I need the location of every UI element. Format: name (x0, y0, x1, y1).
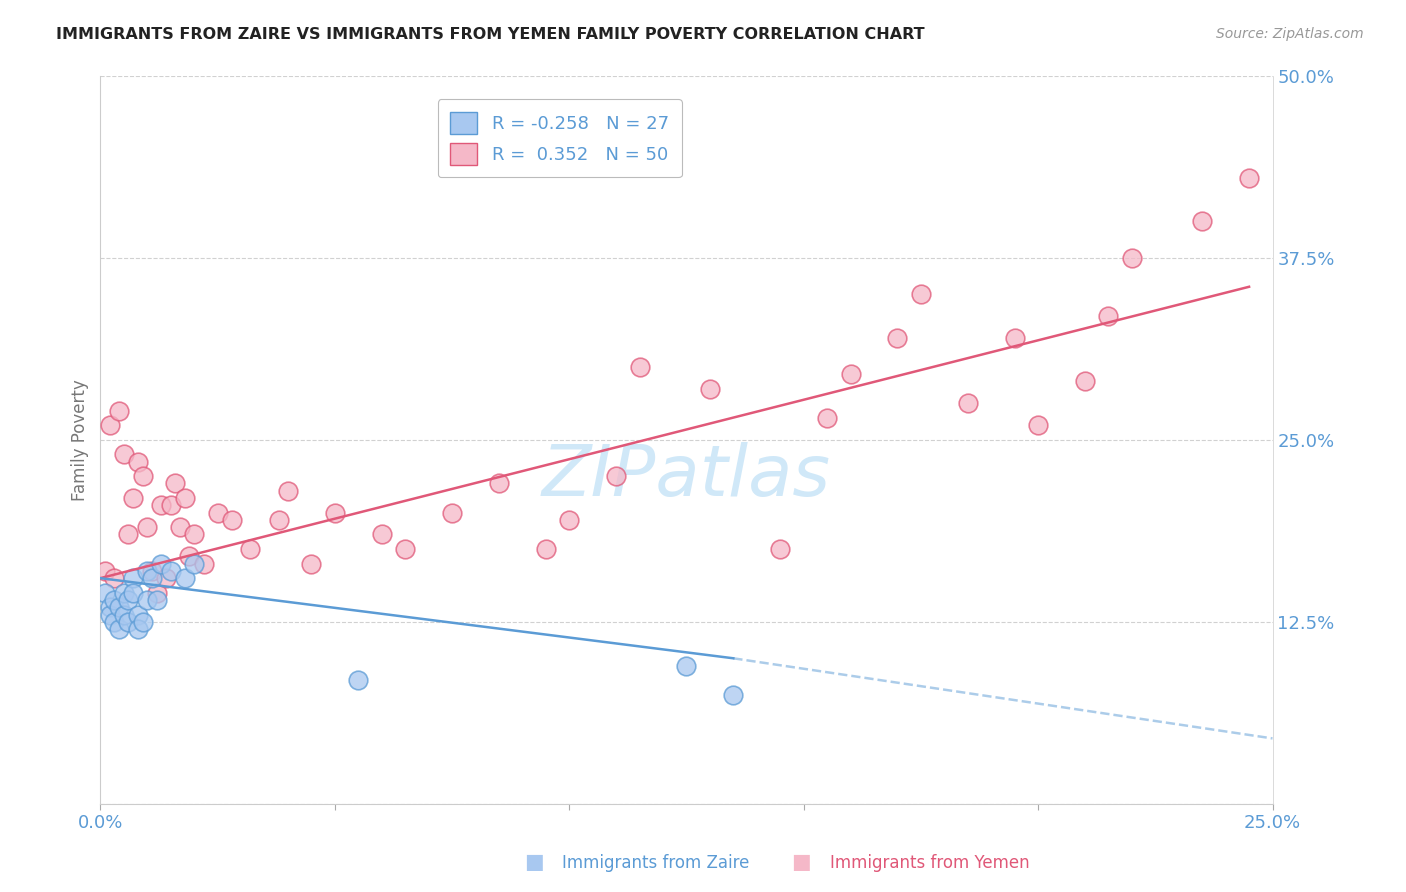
Point (127, 622, 149, 636)
Point (165, 476, 187, 491)
Point (145, 593, 167, 607)
Point (323, 506, 346, 520)
Point (299, 557, 322, 571)
Point (267, 513, 290, 527)
Point (370, 527, 392, 541)
Point (122, 491, 145, 505)
Point (1121, 251, 1143, 265)
Point (117, 527, 139, 541)
Point (136, 520, 159, 534)
Text: Source: ZipAtlas.com: Source: ZipAtlas.com (1216, 27, 1364, 41)
Point (440, 506, 463, 520)
Point (183, 557, 205, 571)
Point (94, 585, 117, 599)
Text: ■: ■ (792, 853, 811, 872)
Point (159, 498, 181, 512)
Point (117, 615, 139, 629)
Point (839, 367, 862, 381)
Point (183, 527, 205, 541)
Point (605, 469, 627, 483)
Point (956, 396, 979, 410)
Point (347, 673, 370, 687)
Point (103, 615, 125, 629)
Point (173, 571, 195, 585)
Legend: R = -0.258   N = 27, R =  0.352   N = 50: R = -0.258 N = 27, R = 0.352 N = 50 (437, 99, 682, 178)
Point (112, 447, 135, 461)
Point (1191, 214, 1213, 228)
Point (131, 469, 153, 483)
Point (159, 564, 181, 578)
Point (207, 506, 229, 520)
Point (117, 593, 139, 607)
Point (1097, 309, 1119, 323)
Point (179, 549, 201, 564)
Point (94, 564, 117, 578)
Point (699, 382, 721, 396)
Point (1237, 170, 1260, 185)
Point (108, 403, 131, 417)
Point (141, 564, 163, 578)
Point (815, 410, 838, 425)
Point (108, 622, 131, 636)
Point (1074, 375, 1097, 389)
Point (910, 287, 932, 301)
Point (155, 571, 177, 585)
Point (98, 607, 121, 622)
Point (628, 359, 651, 374)
Point (173, 491, 195, 505)
Point (145, 585, 167, 599)
Text: Immigrants from Yemen: Immigrants from Yemen (830, 855, 1029, 872)
Text: ZIPatlas: ZIPatlas (541, 442, 831, 511)
Text: ■: ■ (524, 853, 544, 872)
Point (136, 564, 159, 578)
Text: IMMIGRANTS FROM ZAIRE VS IMMIGRANTS FROM YEMEN FAMILY POVERTY CORRELATION CHART: IMMIGRANTS FROM ZAIRE VS IMMIGRANTS FROM… (56, 27, 925, 42)
Point (394, 541, 416, 556)
Point (98, 600, 121, 615)
Point (136, 593, 159, 607)
Point (221, 513, 243, 527)
Point (127, 454, 149, 468)
Point (108, 600, 131, 615)
Point (112, 607, 135, 622)
Point (1026, 418, 1049, 433)
Point (127, 607, 149, 622)
Point (277, 483, 299, 498)
Point (112, 585, 135, 599)
Point (141, 571, 163, 585)
Text: Immigrants from Zaire: Immigrants from Zaire (562, 855, 749, 872)
Point (1004, 331, 1026, 345)
Point (98, 418, 121, 433)
Point (558, 513, 581, 527)
Point (103, 571, 125, 585)
Point (534, 541, 557, 556)
Point (150, 557, 173, 571)
Point (150, 498, 173, 512)
Point (193, 557, 215, 571)
Point (886, 331, 908, 345)
Point (122, 571, 145, 585)
Point (169, 520, 191, 534)
Point (103, 593, 125, 607)
Point (239, 541, 262, 556)
Point (131, 615, 153, 629)
Y-axis label: Family Poverty: Family Poverty (72, 379, 89, 500)
Point (769, 541, 792, 556)
Point (723, 688, 745, 702)
Point (122, 585, 145, 599)
Point (488, 476, 510, 491)
Point (675, 658, 697, 673)
